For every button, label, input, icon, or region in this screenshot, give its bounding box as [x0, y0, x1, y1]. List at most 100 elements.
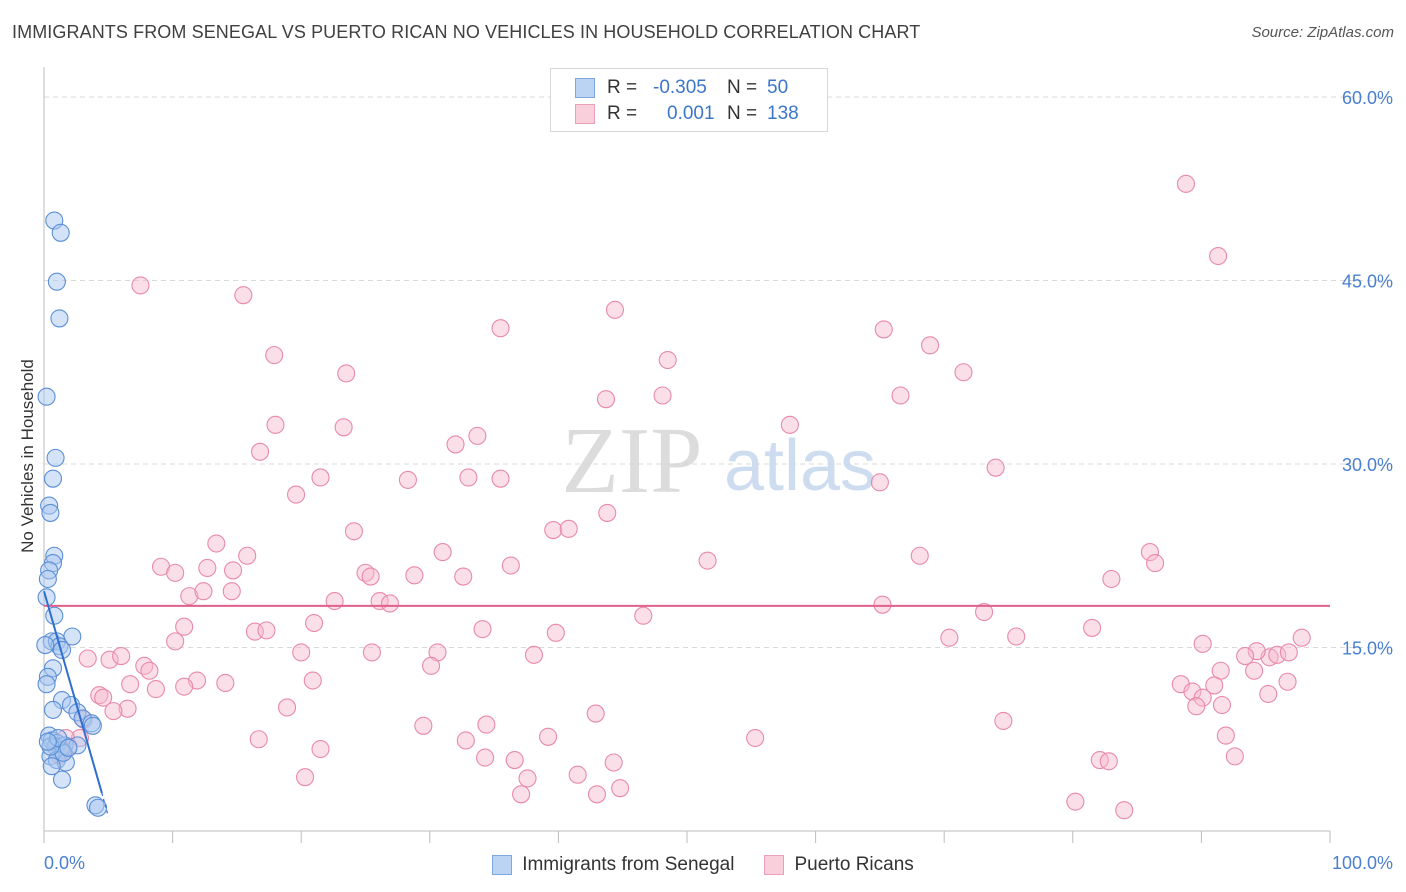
data-point-puerto-ricans	[216, 673, 235, 693]
legend-n-value: 50	[767, 77, 789, 98]
data-point-puerto-ricans	[325, 591, 344, 611]
data-point-puerto-ricans	[265, 346, 284, 365]
legend-label-senegal: Immigrants from Senegal	[522, 854, 735, 875]
data-point-senegal	[47, 272, 66, 291]
trend-line-senegal-extension	[101, 792, 109, 817]
legend-item-puerto-ricans[interactable]: Puerto Ricans	[764, 854, 914, 876]
data-point-puerto-ricans	[1279, 643, 1298, 662]
data-point-puerto-ricans	[405, 566, 424, 585]
data-point-senegal	[36, 636, 55, 655]
data-point-puerto-ricans	[292, 643, 311, 662]
data-point-puerto-ricans	[501, 556, 520, 575]
data-point-puerto-ricans	[250, 442, 270, 461]
data-point-senegal	[52, 640, 72, 659]
data-point-puerto-ricans	[746, 728, 765, 748]
legend-n-label: N =	[727, 103, 758, 124]
data-point-senegal	[51, 223, 70, 242]
legend-item-senegal[interactable]: Immigrants from Senegal	[492, 854, 734, 876]
data-point-puerto-ricans	[198, 558, 217, 578]
data-point-puerto-ricans	[296, 768, 315, 787]
data-point-puerto-ricans	[1171, 675, 1190, 694]
data-point-puerto-ricans	[653, 386, 672, 405]
data-point-puerto-ricans	[1090, 750, 1109, 770]
data-point-puerto-ricans	[414, 716, 433, 735]
data-point-puerto-ricans	[1216, 726, 1235, 745]
y-tick-label: 60.0%	[1342, 88, 1393, 108]
data-point-puerto-ricans	[1007, 627, 1026, 646]
data-point-puerto-ricans	[223, 561, 243, 580]
legend-swatch-pink	[575, 104, 595, 124]
data-point-puerto-ricans	[1259, 684, 1278, 704]
data-point-puerto-ricans	[539, 727, 558, 746]
data-point-puerto-ricans	[698, 551, 717, 570]
data-point-puerto-ricans	[975, 602, 994, 622]
data-point-puerto-ricans	[1268, 645, 1287, 664]
data-point-puerto-ricans	[891, 386, 910, 405]
data-point-puerto-ricans	[135, 656, 154, 675]
legend-row-senegal: R = -0.305 N = 50	[575, 76, 788, 100]
data-point-senegal	[42, 757, 61, 776]
axes	[43, 67, 1331, 843]
data-point-puerto-ricans	[222, 582, 241, 601]
data-point-puerto-ricans	[986, 458, 1005, 477]
data-point-puerto-ricans	[1083, 618, 1102, 637]
data-point-senegal	[52, 770, 72, 789]
data-point-puerto-ricans	[454, 567, 473, 586]
data-point-puerto-ricans	[459, 468, 478, 487]
data-point-puerto-ricans	[1209, 246, 1228, 266]
data-point-puerto-ricans	[994, 711, 1013, 730]
data-point-puerto-ricans	[1146, 554, 1165, 573]
data-point-puerto-ricans	[874, 320, 893, 339]
data-point-senegal	[83, 716, 102, 735]
data-point-puerto-ricans	[1245, 661, 1264, 680]
data-point-senegal	[41, 503, 60, 522]
data-point-puerto-ricans	[1225, 747, 1244, 766]
data-point-puerto-ricans	[596, 390, 616, 409]
watermark-zip: ZIP	[562, 409, 703, 513]
legend-n-value: 138	[767, 103, 799, 124]
data-point-puerto-ricans	[166, 632, 185, 651]
data-point-puerto-ricans	[658, 350, 677, 370]
data-point-senegal	[43, 469, 63, 488]
y-tick-label: 45.0%	[1342, 272, 1393, 292]
data-point-puerto-ricans	[544, 521, 563, 540]
data-point-puerto-ricans	[491, 469, 510, 488]
data-point-puerto-ricans	[476, 748, 495, 767]
data-point-puerto-ricans	[518, 769, 537, 788]
legend-n-label: N =	[727, 77, 758, 98]
data-point-puerto-ricans	[780, 415, 799, 434]
chart-title: IMMIGRANTS FROM SENEGAL VS PUERTO RICAN …	[12, 22, 921, 42]
data-point-puerto-ricans	[1102, 569, 1121, 589]
data-point-puerto-ricans	[245, 622, 264, 641]
data-point-puerto-ricans	[1115, 801, 1134, 820]
data-point-puerto-ricans	[491, 319, 510, 338]
data-point-puerto-ricans	[238, 546, 257, 565]
data-point-puerto-ricans	[604, 753, 623, 772]
tick-labels: 15.0% 30.0% 45.0% 60.0% 0.0% 100.0%	[44, 88, 1393, 873]
data-point-senegal	[59, 738, 78, 757]
data-point-puerto-ricans	[278, 698, 297, 717]
data-point-puerto-ricans	[100, 650, 119, 669]
data-point-puerto-ricans	[1140, 543, 1160, 562]
legend-r-value: 0.001	[667, 103, 715, 124]
y-tick-label: 30.0%	[1342, 455, 1393, 475]
data-point-puerto-ricans	[207, 534, 226, 553]
data-point-puerto-ricans	[311, 468, 330, 487]
data-point-puerto-ricans	[266, 415, 285, 434]
data-point-puerto-ricans	[121, 675, 140, 694]
trend-lines	[43, 590, 1330, 817]
data-point-puerto-ricans	[611, 779, 630, 798]
legend-swatch-blue	[492, 855, 513, 875]
data-point-puerto-ricans	[303, 671, 322, 690]
data-point-puerto-ricans	[311, 739, 330, 759]
source-label: Source: ZipAtlas.com	[1251, 24, 1394, 41]
data-point-puerto-ricans	[910, 546, 929, 565]
legend-r-label: R =	[607, 103, 638, 124]
data-point-puerto-ricans	[940, 628, 959, 647]
data-point-puerto-ricans	[194, 582, 213, 601]
data-point-puerto-ricans	[1193, 634, 1212, 653]
data-point-puerto-ricans	[505, 750, 524, 770]
data-point-puerto-ricans	[568, 765, 587, 784]
data-point-puerto-ricans	[559, 519, 578, 538]
